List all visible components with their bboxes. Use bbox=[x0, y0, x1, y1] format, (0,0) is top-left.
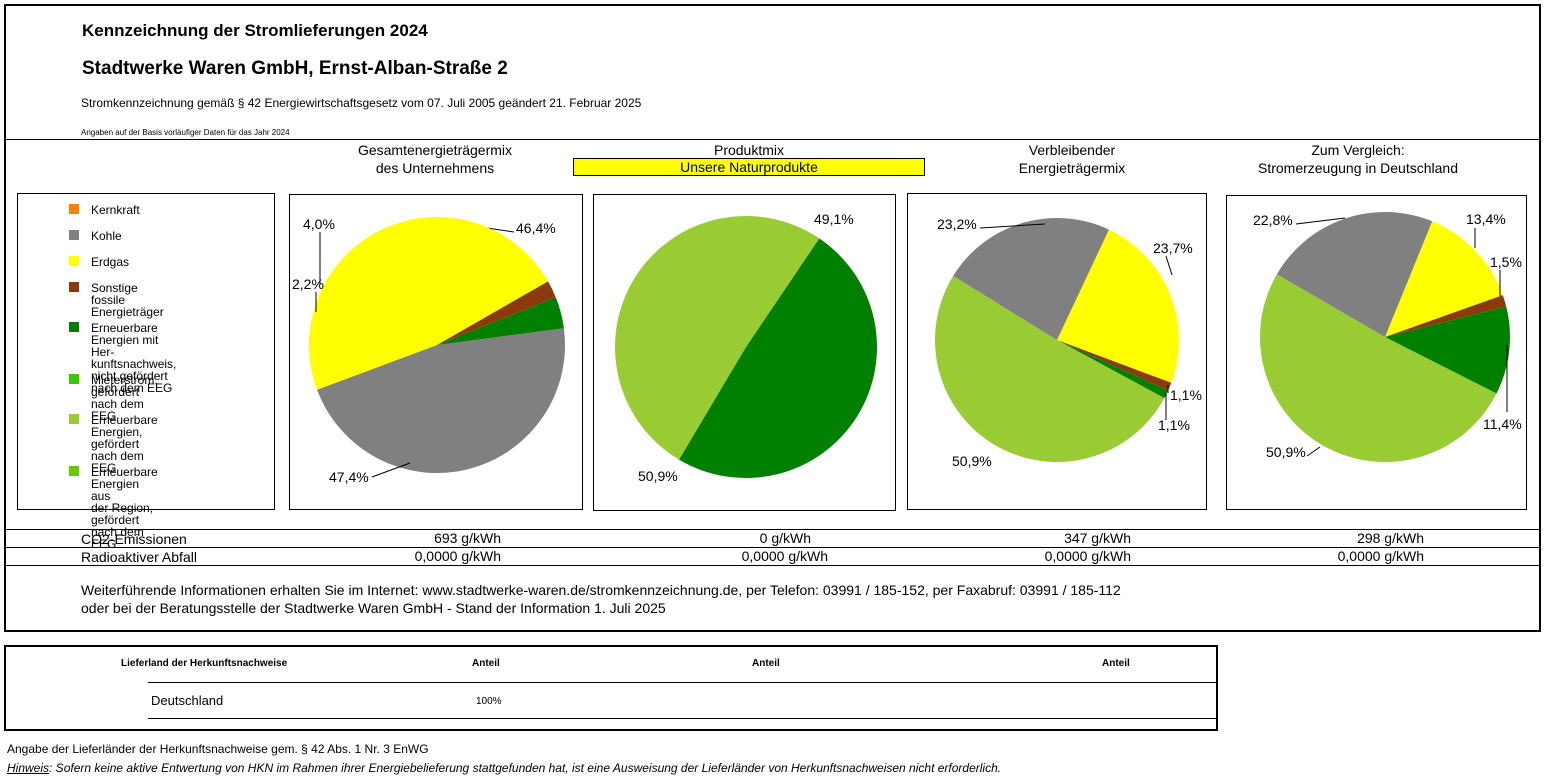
data-label: 1,1% bbox=[1170, 387, 1202, 403]
legend-swatch bbox=[69, 256, 79, 266]
legend-label: Sonstige fossile Energieträger bbox=[91, 281, 164, 319]
pie-slice-ee_nicht_eeg bbox=[679, 238, 878, 479]
law-reference: Stromkennzeichnung gemäß § 42 Energiewir… bbox=[81, 96, 642, 110]
waste-label: Radioaktiver Abfall bbox=[81, 549, 197, 565]
leader-line bbox=[979, 223, 1046, 229]
divider bbox=[6, 529, 1539, 530]
legend-swatch bbox=[69, 282, 79, 292]
legend-swatch bbox=[69, 204, 79, 214]
hint-label: Hinweis bbox=[7, 761, 50, 775]
page-title: Kennzeichnung der Stromlieferungen 2024 bbox=[82, 21, 428, 40]
hint-text: : Sofern keine aktive Entwertung von HKN… bbox=[49, 761, 1002, 775]
data-label: 4,0% bbox=[303, 216, 335, 232]
waste-value-germany: 0,0000 g/kWh bbox=[1337, 548, 1424, 564]
legend-swatch bbox=[69, 414, 79, 424]
data-label: 46,4% bbox=[516, 220, 556, 236]
data-label: 13,4% bbox=[1466, 211, 1506, 227]
legend-swatch bbox=[69, 466, 79, 476]
pie-slice-erdgas bbox=[1057, 229, 1179, 383]
data-basis-note: Angaben auf der Basis vorläufiger Daten … bbox=[81, 128, 290, 137]
info-line-2: oder bei der Beratungsstelle der Stadtwe… bbox=[81, 600, 666, 616]
data-label: 23,2% bbox=[937, 216, 977, 232]
hkn-header-share-2: Anteil bbox=[752, 658, 780, 669]
footer-note: Angabe der Lieferländer der Herkunftsnac… bbox=[7, 742, 429, 756]
data-label: 22,8% bbox=[1253, 212, 1293, 228]
column-heading-germany: Zum Vergleich: Stromerzeugung in Deutsch… bbox=[1257, 142, 1458, 176]
column-heading-remaining-mix: Verbleibender Energieträgermix bbox=[1018, 142, 1126, 176]
pie-slice-ee_eeg bbox=[935, 275, 1165, 462]
legend-label: Kohle bbox=[91, 229, 122, 243]
hkn-header-share-3: Anteil bbox=[1102, 658, 1130, 669]
hkn-header-share-1: Anteil bbox=[472, 658, 500, 669]
waste-value-remaining: 0,0000 g/kWh bbox=[1044, 548, 1131, 564]
co2-value-remaining: 347 g/kWh bbox=[1064, 530, 1131, 546]
waste-value-company: 0,0000 g/kWh bbox=[414, 548, 501, 564]
hkn-header-country: Lieferland der Herkunftsnachweise bbox=[121, 658, 288, 669]
waste-value-product: 0,0000 g/kWh bbox=[741, 548, 828, 564]
leader-line bbox=[371, 462, 411, 478]
pie-slice-ee_nicht_eeg bbox=[1057, 340, 1169, 399]
hkn-row-country: Deutschland bbox=[151, 693, 224, 708]
pie-slice-kohle bbox=[1276, 212, 1433, 337]
legend: Kernkraft Kohle Erdgas Sonstige fossile Ene… bbox=[17, 193, 275, 550]
company-name: Stadtwerke Waren GmbH, Ernst-Alban-Straß… bbox=[82, 58, 508, 79]
co2-value-germany: 298 g/kWh bbox=[1357, 530, 1424, 546]
data-label: 2,2% bbox=[292, 276, 324, 292]
leader-line bbox=[486, 227, 515, 233]
data-label: 1,5% bbox=[1490, 254, 1522, 270]
pie-slice-erdgas bbox=[309, 217, 549, 390]
pie-slice-sonstige bbox=[1057, 340, 1172, 391]
co2-value-product: 0 g/kWh bbox=[759, 530, 811, 546]
footer-hint: Hinweis: Sofern keine aktive Entwertung … bbox=[7, 761, 1001, 775]
table-divider bbox=[148, 718, 1216, 719]
table-divider bbox=[148, 682, 1216, 683]
co2-value-company: 693 g/kWh bbox=[434, 530, 501, 546]
pie-slice-ee_eeg bbox=[1259, 274, 1497, 463]
product-name-box: Unsere Naturprodukte bbox=[573, 158, 925, 176]
pie-slice-sonstige bbox=[1385, 295, 1507, 337]
column-heading-company-mix: Gesamtenergieträgermix des Unternehmens bbox=[357, 142, 513, 176]
data-label: 50,9% bbox=[1266, 444, 1306, 460]
data-label: 50,9% bbox=[638, 468, 678, 484]
leader-line bbox=[1306, 446, 1321, 457]
pie-slice-ee_nicht_eeg bbox=[437, 297, 564, 345]
divider bbox=[6, 139, 1539, 140]
pie-slice-kohle bbox=[953, 217, 1109, 340]
data-label: 49,1% bbox=[814, 211, 854, 227]
data-label: 1,1% bbox=[1158, 417, 1190, 433]
legend-label: Erdgas bbox=[91, 255, 130, 269]
hkn-table bbox=[4, 645, 1218, 731]
pie-slice-ee_nicht_eeg bbox=[1385, 306, 1510, 394]
data-label: 47,4% bbox=[329, 469, 369, 485]
pie-slice-ee_eeg bbox=[615, 216, 820, 460]
legend-label: Erneuerbare Energien mit Her- kunftsnach… bbox=[91, 321, 177, 395]
pie-slice-kohle bbox=[317, 328, 565, 474]
legend-label: Erneuerbare Energien, gefördert nach dem… bbox=[91, 413, 158, 475]
leader-line bbox=[1165, 255, 1173, 276]
pie-slice-erdgas bbox=[1385, 221, 1503, 337]
info-line-1: Weiterführende Informationen erhalten Si… bbox=[81, 582, 1121, 598]
pie-slice-sonstige bbox=[437, 281, 556, 345]
legend-swatch bbox=[69, 322, 79, 332]
data-label: 50,9% bbox=[952, 453, 992, 469]
hkn-row-share: 100% bbox=[476, 696, 502, 707]
data-label: 23,7% bbox=[1153, 240, 1193, 256]
column-heading-product-mix: Produktmix bbox=[713, 142, 785, 158]
divider bbox=[6, 547, 1539, 548]
data-label: 11,4% bbox=[1483, 416, 1522, 432]
legend-swatch bbox=[69, 230, 79, 240]
co2-label: CO2-Emissionen bbox=[81, 531, 187, 547]
legend-label: Kernkraft bbox=[91, 203, 140, 217]
legend-label: Mieterstrom, gefördert nach dem EEG bbox=[91, 373, 158, 423]
legend-swatch bbox=[69, 374, 79, 384]
leader-line bbox=[1295, 217, 1346, 225]
divider bbox=[6, 565, 1539, 566]
